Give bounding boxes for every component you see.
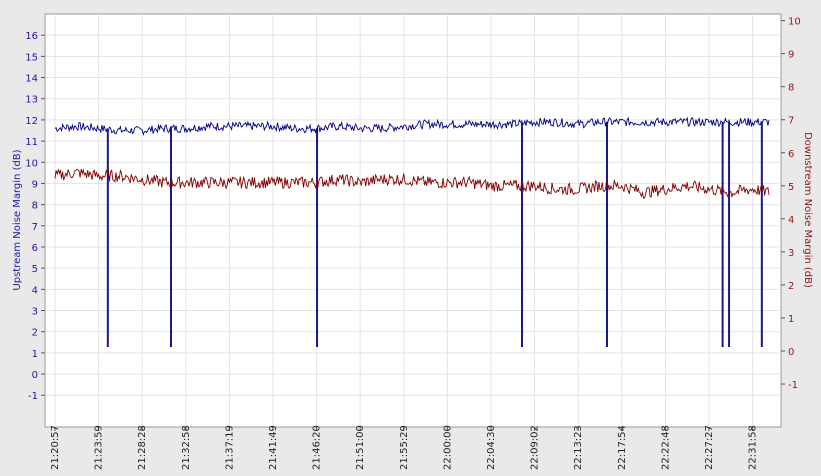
y-right-tick-label: 9	[788, 50, 794, 61]
x-tick-label: 21:37:19	[224, 425, 235, 470]
x-tick-label: 21:23:59	[94, 425, 105, 470]
y-left-tick-label: 0	[32, 370, 38, 381]
y-left-tick-label: 16	[25, 31, 38, 42]
y-left-tick-label: 15	[25, 52, 38, 63]
y-left-tick-label: 8	[32, 201, 38, 212]
y-right-tick-label: 4	[788, 215, 794, 226]
x-tick-label: 22:17:54	[617, 425, 628, 470]
right-axis: -1 0 1 2 3 4 5 6 7 8 9 10	[781, 17, 801, 391]
x-tick-label: 21:46:20	[312, 425, 323, 470]
x-tick-label: 22:22:48	[660, 425, 671, 470]
x-tick-label: 22:31:58	[748, 425, 759, 470]
x-tick-label: 21:28:28	[137, 425, 148, 470]
y-right-tick-label: 2	[788, 281, 794, 292]
y-right-tick-label: 7	[788, 116, 794, 127]
y-right-tick-label: 3	[788, 248, 794, 259]
y-left-tick-label: 6	[32, 243, 38, 254]
y-left-tick-label: -1	[28, 391, 38, 402]
x-tick-label: 22:04:30	[486, 425, 497, 470]
y-right-tick-label: 1	[788, 314, 794, 325]
y-right-tick-label: 6	[788, 149, 794, 160]
right-axis-title: Downstream Noise Margin (dB)	[802, 132, 813, 288]
y-left-tick-label: 4	[32, 285, 38, 296]
upstream-series-line	[54, 116, 770, 347]
y-left-tick-label: 9	[32, 179, 38, 190]
downstream-series-line	[54, 168, 770, 199]
x-tick-label: 21:20:57	[50, 425, 61, 470]
y-left-tick-label: 7	[32, 222, 38, 233]
x-tick-label: 22:27:27	[704, 425, 715, 470]
y-left-tick-label: 2	[32, 328, 38, 339]
y-left-tick-label: 11	[25, 137, 38, 148]
y-right-tick-label: 10	[788, 17, 801, 28]
y-left-tick-label: 1	[32, 349, 38, 360]
y-left-tick-label: 13	[25, 95, 38, 106]
y-left-tick-label: 10	[25, 158, 38, 169]
y-left-tick-label: 3	[32, 307, 38, 318]
plot-area	[44, 13, 782, 428]
left-axis-title: Upstream Noise Margin (dB)	[12, 149, 23, 290]
y-left-tick-label: 14	[25, 74, 38, 85]
x-tick-label: 22:00:00	[442, 425, 453, 470]
bottom-axis: 21:20:57 21:23:59 21:28:28 21:32:58 21:37:19…	[50, 425, 759, 470]
x-tick-label: 22:09:02	[530, 425, 541, 470]
y-left-tick-label: 12	[25, 116, 38, 127]
y-right-tick-label: -1	[788, 380, 798, 391]
y-right-tick-label: 0	[788, 347, 794, 358]
x-tick-label: 22:13:23	[573, 425, 584, 470]
x-tick-label: 21:32:58	[181, 425, 192, 470]
series-layer	[54, 116, 770, 347]
y-right-tick-label: 8	[788, 83, 794, 94]
x-tick-label: 21:41:49	[268, 425, 279, 470]
y-left-tick-label: 5	[32, 264, 38, 275]
x-tick-label: 21:55:29	[399, 425, 410, 470]
y-right-tick-label: 5	[788, 182, 794, 193]
x-tick-label: 21:51:00	[355, 425, 366, 470]
